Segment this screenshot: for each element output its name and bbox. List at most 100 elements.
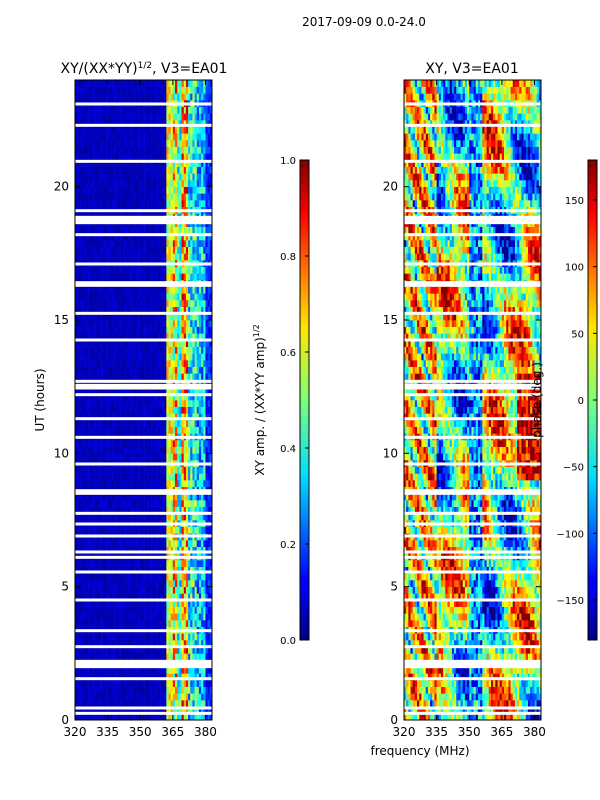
amp-cell: [172, 646, 176, 654]
amp-cell: [77, 680, 80, 687]
amp-cell: [133, 233, 137, 241]
amp-cell: [201, 613, 204, 621]
amp-cell: [135, 513, 139, 521]
amp-cell: [207, 326, 211, 334]
amp-cell: [101, 500, 104, 507]
amp-cell: [188, 266, 191, 274]
amp-cell: [85, 480, 89, 487]
amp-cell: [183, 473, 187, 481]
amp-cell: [75, 653, 78, 661]
amp-cell: [159, 480, 163, 487]
amp-cell: [83, 653, 87, 661]
amp-cell: [205, 586, 208, 594]
amp-cell: [142, 386, 145, 394]
amp-cell: [103, 540, 106, 547]
amp-cell: [83, 246, 87, 254]
amp-cell: [146, 526, 150, 534]
amp-cell: [207, 380, 211, 387]
amp-cell: [192, 360, 195, 367]
amp-cell: [205, 673, 208, 681]
amp-cell: [135, 426, 139, 434]
amp-cell: [175, 420, 178, 427]
amp-cell: [198, 693, 202, 701]
amp-cell: [201, 606, 204, 614]
amp-cell: [122, 666, 126, 674]
amp-cell: [155, 586, 158, 594]
amp-cell: [118, 706, 121, 714]
amp-cell: [181, 580, 185, 587]
amp-cell: [131, 613, 135, 621]
amp-cell: [201, 600, 204, 607]
amp-cell: [85, 680, 89, 687]
amp-cell: [170, 673, 174, 681]
amp-cell: [157, 653, 161, 661]
amp-cell: [188, 360, 191, 367]
amp-cell: [172, 620, 176, 627]
amp-cell: [148, 386, 152, 394]
amp-cell: [120, 633, 124, 641]
amp-cell: [201, 326, 204, 334]
amp-cell: [192, 426, 195, 434]
amp-cell: [129, 500, 132, 507]
amp-cell: [201, 366, 204, 374]
amp-cell: [196, 340, 200, 347]
amp-cell: [140, 393, 143, 401]
amp-cell: [133, 560, 137, 567]
amp-cell: [92, 673, 95, 681]
amp-cell: [181, 406, 185, 414]
amp-cell: [114, 493, 117, 501]
amp-cell: [175, 400, 178, 407]
amp-cell: [205, 640, 208, 647]
amp-cell: [77, 620, 80, 627]
amp-cell: [155, 273, 158, 281]
amp-cell: [116, 500, 119, 507]
amp-cell: [125, 693, 128, 701]
amp-cell: [92, 346, 95, 354]
amp-cell: [190, 366, 193, 374]
amp-cell: [75, 686, 78, 694]
amp-cell: [131, 453, 135, 461]
amp-cell: [183, 346, 187, 354]
amp-cell: [196, 353, 200, 361]
amp-cell: [196, 406, 200, 414]
amp-cell: [138, 586, 141, 594]
amp-cell: [125, 313, 128, 321]
amp-cell: [155, 233, 158, 241]
amp-cell: [198, 406, 202, 414]
amp-cell: [166, 233, 169, 241]
amp-cell: [155, 200, 158, 207]
amp-cell: [188, 373, 191, 381]
amp-cell: [190, 266, 193, 274]
amp-cell: [151, 446, 154, 454]
amp-cell: [148, 466, 152, 474]
amp-cell: [103, 426, 106, 434]
amp-cell: [103, 306, 106, 314]
amp-cell: [203, 686, 206, 694]
amp-cell: [148, 673, 152, 681]
amp-cell: [140, 193, 143, 201]
amp-cell: [103, 573, 106, 581]
amp-cell: [172, 466, 176, 474]
amp-cell: [107, 680, 111, 687]
amp-cell: [88, 453, 91, 461]
amp-cell: [196, 613, 200, 621]
amp-cell: [118, 500, 121, 507]
amp-cell: [203, 673, 206, 681]
amp-cell: [190, 613, 193, 621]
amp-cell: [148, 366, 152, 374]
amp-cell: [175, 700, 178, 707]
amp-cell: [159, 200, 163, 207]
amp-cell: [153, 713, 156, 720]
amp-cell: [201, 413, 204, 421]
amp-cell: [146, 653, 150, 661]
amp-cell: [120, 473, 124, 481]
amp-cell: [185, 373, 189, 381]
amp-cell: [125, 633, 128, 641]
amp-cell: [179, 246, 182, 254]
amp-cell: [148, 306, 152, 314]
amp-cell: [151, 273, 154, 281]
amp-cell: [140, 406, 143, 414]
amp-cell: [75, 466, 78, 474]
amp-cell: [153, 386, 156, 394]
amp-cell: [198, 573, 202, 581]
